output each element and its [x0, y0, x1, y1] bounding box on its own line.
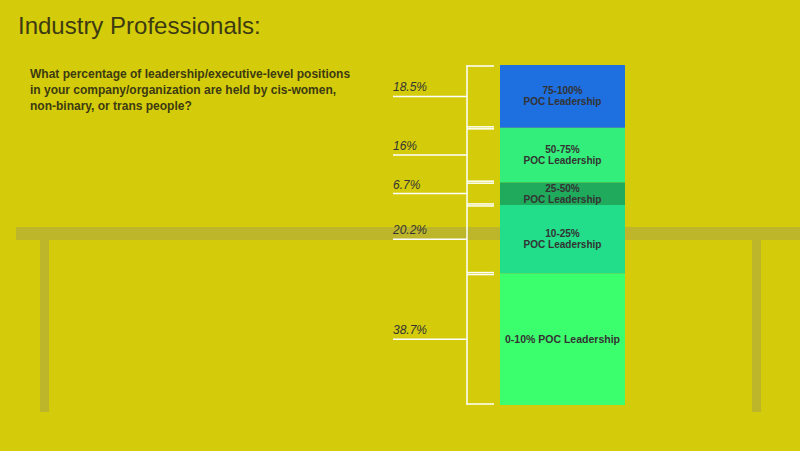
html-text:What percentage of leadership/: What percentage of leadership/executive-… — [30, 67, 351, 113]
svg-text:20.2%: 20.2% — [392, 223, 427, 237]
svg-text:50-75%POC Leadership: 50-75%POC Leadership — [524, 144, 602, 166]
svg-text:10-25%POC Leadership: 10-25%POC Leadership — [524, 228, 602, 250]
svg-text:18.5%: 18.5% — [393, 80, 427, 94]
html-text:Industry Professionals:: Industry Professionals: — [18, 12, 261, 39]
svg-text:25-50%POC Leadership: 25-50%POC Leadership — [524, 183, 602, 205]
svg-text:16%: 16% — [393, 139, 417, 153]
svg-text:0-10% POC Leadership: 0-10% POC Leadership — [505, 333, 620, 345]
svg-text:75-100%POC Leadership: 75-100%POC Leadership — [524, 85, 602, 107]
svg-text:38.7%: 38.7% — [393, 323, 427, 337]
svg-text:6.7%: 6.7% — [393, 178, 421, 192]
